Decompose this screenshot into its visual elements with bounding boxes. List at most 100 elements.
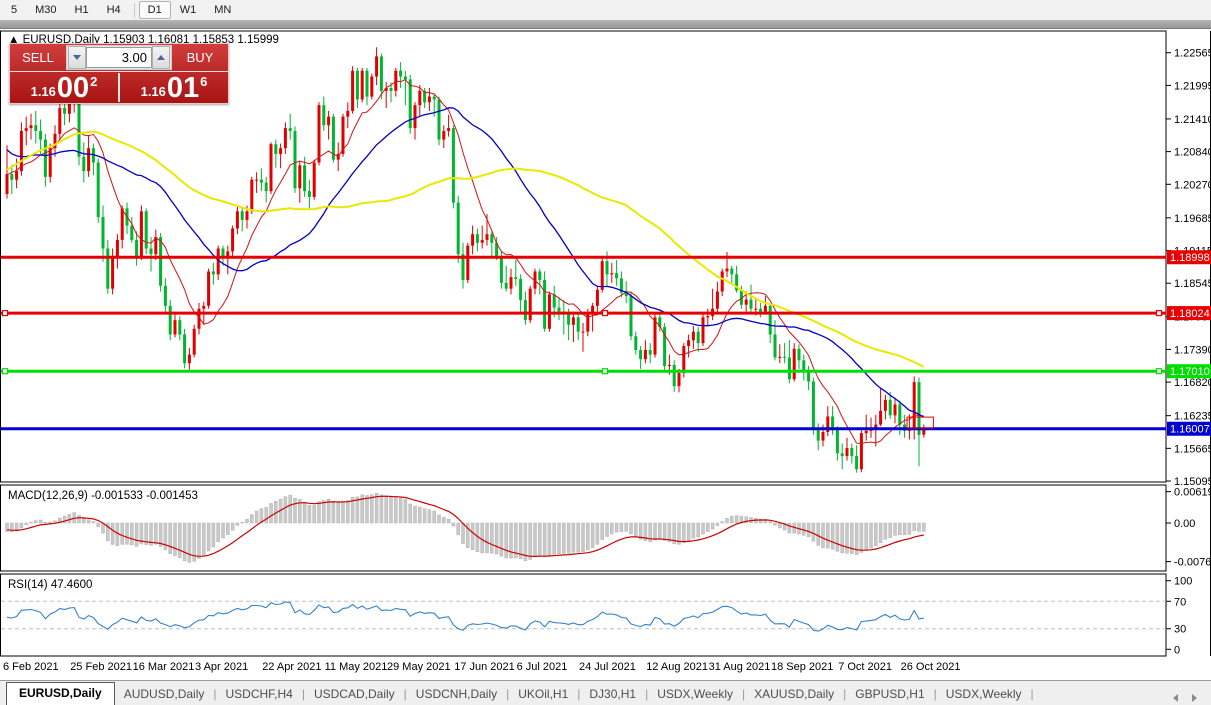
triangle-up-icon — [157, 55, 165, 60]
chart-tab-AUDUSD-Daily[interactable]: AUDUSD,Daily — [123, 687, 205, 701]
ma-30 — [6, 107, 925, 418]
svg-text:18 Sep 2021: 18 Sep 2021 — [771, 661, 833, 673]
rsi-label: RSI(14) 47.4600 — [8, 579, 92, 591]
svg-text:29 May 2021: 29 May 2021 — [387, 661, 451, 673]
chart-tab-DJ30-H1[interactable]: DJ30,H1 — [589, 687, 637, 701]
svg-text:1.15665: 1.15665 — [1174, 443, 1211, 455]
svg-text:1.20840: 1.20840 — [1174, 147, 1211, 159]
toolbar-divider — [0, 20, 1211, 29]
ma-10 — [6, 78, 924, 445]
timeframe-button-D1[interactable]: D1 — [138, 1, 171, 19]
price-divider — [118, 73, 120, 102]
tab-separator: | — [213, 687, 217, 701]
sell-price[interactable]: 1.16 00 2 — [10, 72, 118, 103]
chart-tab-USDCNH-Daily[interactable]: USDCNH,Daily — [415, 687, 498, 701]
svg-text:0.006193: 0.006193 — [1174, 487, 1211, 499]
hline-price-label — [1167, 364, 1211, 379]
tab-separator: | — [1030, 687, 1034, 701]
sell-price-sup: 2 — [90, 74, 98, 89]
svg-text:24 Jul 2021: 24 Jul 2021 — [579, 661, 636, 673]
buy-price-sup: 6 — [200, 74, 208, 89]
svg-text:1.17390: 1.17390 — [1174, 344, 1211, 356]
timeframe-button-W1[interactable]: W1 — [179, 4, 197, 16]
chart-tab-EURUSD-Daily[interactable]: EURUSD,Daily — [6, 682, 115, 705]
volume-spinner — [66, 45, 172, 70]
tab-separator: | — [933, 687, 937, 701]
svg-text:31 Aug 2021: 31 Aug 2021 — [709, 661, 771, 673]
rsi-pane — [0, 573, 1167, 657]
svg-text:1.16007: 1.16007 — [1170, 424, 1210, 436]
chart-window: 1.22565 1.21995 1.21410 1.20840 1.20270 1.196… — [0, 29, 1211, 680]
svg-text:16 Mar 2021: 16 Mar 2021 — [133, 661, 195, 673]
sell-price-prefix: 1.16 — [30, 84, 56, 99]
timeframe-button-H1[interactable]: H1 — [74, 4, 89, 16]
candles-layer — [5, 47, 926, 473]
moving-averages-layer — [6, 78, 925, 445]
svg-text:1.18545: 1.18545 — [1174, 278, 1211, 290]
chart-tab-UKOil-H1[interactable]: UKOil,H1 — [518, 687, 569, 701]
volume-increase-button[interactable] — [152, 46, 170, 69]
buy-button[interactable]: BUY — [186, 50, 214, 65]
svg-text:30: 30 — [1174, 624, 1186, 636]
ma-65 — [6, 130, 925, 368]
timeframe-button-5[interactable]: 5 — [11, 4, 18, 16]
svg-text:3 Apr 2021: 3 Apr 2021 — [195, 661, 248, 673]
chart-tab-GBPUSD-H1[interactable]: GBPUSD,H1 — [855, 687, 925, 701]
svg-text:1.18024: 1.18024 — [1170, 308, 1210, 320]
sell-price-big: 00 — [56, 72, 90, 104]
buy-price-prefix: 1.16 — [140, 84, 166, 99]
chart-tab-USDX-Weekly[interactable]: USDX,Weekly — [657, 687, 733, 701]
svg-text:22 Apr 2021: 22 Apr 2021 — [262, 661, 321, 673]
svg-text:25 Feb 2021: 25 Feb 2021 — [70, 661, 132, 673]
price-axis: 1.22565 1.21995 1.21410 1.20840 1.20270 1.196… — [1166, 31, 1211, 656]
svg-text:1.16235: 1.16235 — [1174, 411, 1211, 423]
rsi-line — [6, 601, 924, 632]
svg-text:11 May 2021: 11 May 2021 — [325, 661, 388, 673]
triangle-down-icon — [73, 55, 81, 60]
chart-tab-USDCAD-Daily[interactable]: USDCAD,Daily — [313, 687, 395, 701]
buy-price-big: 01 — [166, 72, 200, 104]
tab-separator: | — [301, 687, 305, 701]
annotation-rect[interactable] — [906, 416, 934, 429]
svg-text:1.20270: 1.20270 — [1174, 179, 1211, 191]
volume-decrease-button[interactable] — [68, 46, 86, 69]
tab-separator: | — [645, 687, 649, 701]
timeframe-toolbar: 5 M30 H1 H4 D1 W1 MN — [0, 0, 1211, 20]
tabs-scroll-left-button[interactable] — [1173, 694, 1178, 702]
svg-text:-0.007621: -0.007621 — [1174, 557, 1211, 569]
tabs-scroll-right-button[interactable] — [1192, 694, 1197, 702]
svg-text:26 Oct 2021: 26 Oct 2021 — [901, 661, 961, 673]
svg-text:1.19685: 1.19685 — [1174, 213, 1211, 225]
svg-text:1.21410: 1.21410 — [1174, 114, 1211, 126]
timeframe-button-MN[interactable]: MN — [214, 4, 232, 16]
macd-layer — [5, 492, 926, 563]
tab-separator: | — [506, 687, 510, 701]
timeframe-button-H4[interactable]: H4 — [106, 4, 121, 16]
chart-tab-USDX-Weekly[interactable]: USDX,Weekly — [945, 687, 1022, 701]
svg-text:7 Oct 2021: 7 Oct 2021 — [838, 661, 892, 673]
svg-text:0.00: 0.00 — [1174, 518, 1195, 530]
svg-text:1.22565: 1.22565 — [1174, 48, 1211, 60]
tab-separator: | — [403, 687, 407, 701]
chart-tab-USDCHF-H4[interactable]: USDCHF,H4 — [225, 687, 293, 701]
horizontal-lines-layer[interactable] — [1, 255, 1166, 431]
hline-price-label — [1167, 250, 1211, 265]
chart-canvas[interactable]: 1.22565 1.21995 1.21410 1.20840 1.20270 1.196… — [0, 29, 1211, 680]
svg-text:100: 100 — [1174, 576, 1192, 588]
volume-input[interactable] — [86, 47, 152, 68]
svg-text:1.21995: 1.21995 — [1174, 80, 1211, 92]
svg-text:0: 0 — [1174, 644, 1180, 656]
sell-button[interactable]: SELL — [22, 50, 54, 65]
svg-text:6 Jul 2021: 6 Jul 2021 — [517, 661, 568, 673]
macd-label: MACD(12,26,9) -0.001533 -0.001453 — [8, 490, 198, 502]
chart-tab-XAUUSD-Daily[interactable]: XAUUSD,Daily — [754, 687, 835, 701]
timeframe-button-M30[interactable]: M30 — [35, 4, 57, 16]
tab-separator: | — [577, 687, 581, 701]
date-axis: 6 Feb 2021 25 Feb 2021 16 Mar 2021 3 Apr 20… — [3, 661, 961, 673]
buy-price[interactable]: 1.16 01 6 — [120, 72, 228, 103]
svg-text:1.16820: 1.16820 — [1174, 377, 1211, 389]
macd-signal-line — [6, 495, 924, 558]
svg-text:12 Aug 2021: 12 Aug 2021 — [646, 661, 708, 673]
toolbar-separator — [133, 2, 135, 18]
